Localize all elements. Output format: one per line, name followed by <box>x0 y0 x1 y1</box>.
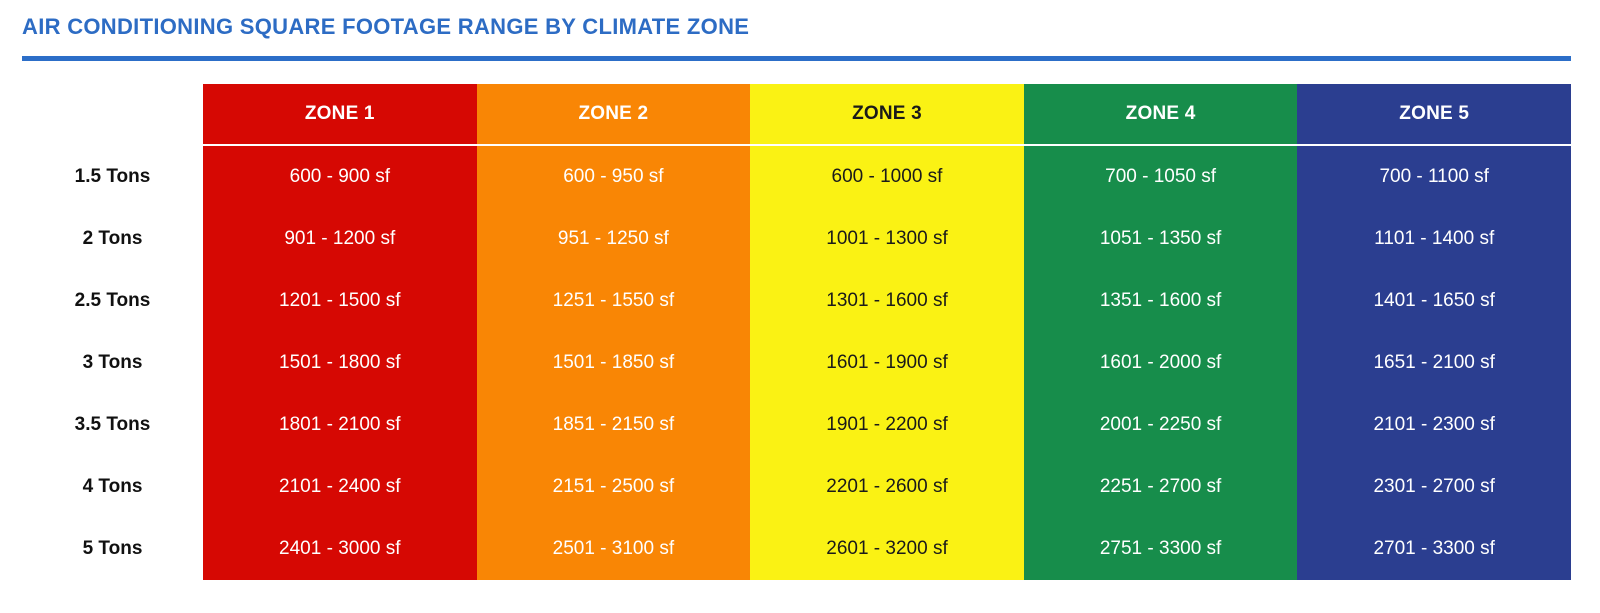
table-cell: 600 - 900 sf <box>203 146 477 208</box>
table-cell: 901 - 1200 sf <box>203 208 477 270</box>
table-cell: 2501 - 3100 sf <box>476 518 751 580</box>
table-cell: 1251 - 1550 sf <box>476 270 751 332</box>
table-cell: 2751 - 3300 sf <box>1023 518 1298 580</box>
page-title: AIR CONDITIONING SQUARE FOOTAGE RANGE BY… <box>22 14 750 39</box>
table-cell: 1001 - 1300 sf <box>750 208 1024 270</box>
row-label: 4 Tons <box>22 456 203 518</box>
table-cell: 2101 - 2300 sf <box>1297 394 1571 456</box>
row-label: 2.5 Tons <box>22 270 203 332</box>
table-cell: 2001 - 2250 sf <box>1023 394 1298 456</box>
table-cell: 1351 - 1600 sf <box>1023 270 1298 332</box>
table-cell: 1801 - 2100 sf <box>203 394 477 456</box>
table-cell: 2101 - 2400 sf <box>203 456 477 518</box>
zone-header-5: ZONE 5 <box>1297 84 1571 144</box>
table-cell: 1601 - 2000 sf <box>1023 332 1298 394</box>
table-cell: 2601 - 3200 sf <box>750 518 1024 580</box>
table-cell: 2251 - 2700 sf <box>1023 456 1298 518</box>
table-cell: 1601 - 1900 sf <box>750 332 1024 394</box>
table-cell: 700 - 1050 sf <box>1023 146 1298 208</box>
table-cell: 2301 - 2700 sf <box>1297 456 1571 518</box>
table-cell: 2151 - 2500 sf <box>476 456 751 518</box>
table-cell: 700 - 1100 sf <box>1297 146 1571 208</box>
zone-header-3: ZONE 3 <box>750 84 1024 144</box>
table-cell: 1901 - 2200 sf <box>750 394 1024 456</box>
table-cell: 1101 - 1400 sf <box>1297 208 1571 270</box>
corner-cell <box>22 84 203 144</box>
table-cell: 1401 - 1650 sf <box>1297 270 1571 332</box>
zone-header-2: ZONE 2 <box>476 84 751 144</box>
row-label: 5 Tons <box>22 518 203 580</box>
table-cell: 1501 - 1850 sf <box>476 332 751 394</box>
zone-header-4: ZONE 4 <box>1023 84 1298 144</box>
table-cell: 1201 - 1500 sf <box>203 270 477 332</box>
row-label: 3 Tons <box>22 332 203 394</box>
title-divider <box>22 56 1571 61</box>
zone-header-1: ZONE 1 <box>203 84 477 144</box>
table-cell: 600 - 1000 sf <box>750 146 1024 208</box>
table-cell: 2701 - 3300 sf <box>1297 518 1571 580</box>
table-cell: 1301 - 1600 sf <box>750 270 1024 332</box>
table-cell: 1051 - 1350 sf <box>1023 208 1298 270</box>
row-label: 2 Tons <box>22 208 203 270</box>
climate-zone-table: ZONE 1 ZONE 2 ZONE 3 ZONE 4 ZONE 5 1.5 Tons 60… <box>22 84 1571 580</box>
table-cell: 600 - 950 sf <box>476 146 751 208</box>
table-cell: 1851 - 2150 sf <box>476 394 751 456</box>
row-label: 3.5 Tons <box>22 394 203 456</box>
table-cell: 1651 - 2100 sf <box>1297 332 1571 394</box>
table-cell: 1501 - 1800 sf <box>203 332 477 394</box>
table-cell: 951 - 1250 sf <box>476 208 751 270</box>
table-cell: 2401 - 3000 sf <box>203 518 477 580</box>
row-label: 1.5 Tons <box>22 146 203 208</box>
table-cell: 2201 - 2600 sf <box>750 456 1024 518</box>
